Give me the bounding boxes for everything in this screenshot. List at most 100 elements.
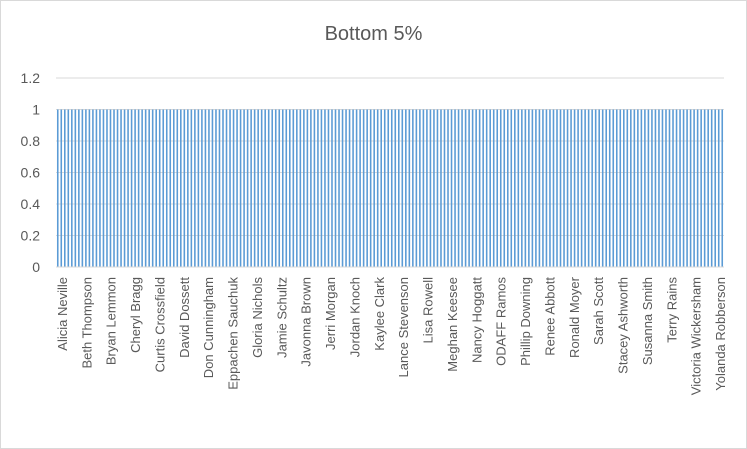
x-category-label: Susanna Smith (640, 277, 655, 365)
bar (594, 109, 597, 267)
x-category-label: Terry Rains (664, 277, 679, 343)
bar (341, 109, 344, 267)
bar (485, 109, 488, 267)
bar (668, 109, 671, 267)
bar (658, 109, 660, 267)
bar (369, 109, 372, 267)
bar (324, 109, 326, 267)
bar (271, 109, 274, 267)
bar (317, 109, 319, 267)
bar (475, 109, 477, 267)
bar (85, 109, 87, 267)
bar (535, 109, 537, 267)
bar (429, 109, 432, 267)
bar (454, 109, 456, 267)
bar (236, 109, 238, 267)
bar (155, 109, 157, 267)
bar (510, 109, 513, 267)
bar (106, 109, 108, 267)
bar (615, 109, 618, 267)
bar (362, 109, 365, 267)
bar (285, 109, 288, 267)
bar (682, 109, 685, 267)
bar (208, 109, 210, 267)
bar (134, 109, 136, 267)
bar (710, 109, 713, 267)
bar (415, 109, 418, 267)
bar (197, 109, 200, 267)
bar (331, 109, 333, 267)
bar (573, 109, 576, 267)
y-tick-label: 1.2 (21, 70, 41, 86)
x-category-label: Lisa Rowell (421, 277, 436, 344)
bar (598, 109, 600, 267)
bar (348, 109, 351, 267)
bar (380, 109, 382, 267)
bar (637, 109, 639, 267)
bar (246, 109, 249, 267)
bar (661, 109, 664, 267)
bar (531, 109, 534, 267)
bar (443, 109, 446, 267)
bar (693, 109, 695, 267)
bar (577, 109, 579, 267)
bar (559, 109, 562, 267)
bar (696, 109, 699, 267)
x-category-label: Bryan Lemmon (104, 277, 119, 365)
y-tick-label: 0.8 (21, 133, 41, 149)
bar (717, 109, 720, 267)
bar (601, 109, 604, 267)
x-category-label: Don Cunningham (201, 277, 216, 378)
bar (521, 109, 523, 267)
y-tick-labels: 0 0.2 0.4 0.6 0.8 1 1.2 (21, 70, 41, 275)
bar (260, 109, 263, 267)
bar (162, 109, 165, 267)
x-category-label: Kaylee Clark (372, 277, 387, 351)
bar (549, 109, 551, 267)
bar (215, 109, 217, 267)
bar (552, 109, 555, 267)
x-category-label: ODAFF Ramos (494, 277, 509, 366)
x-category-label: Renee Abbott (542, 277, 557, 356)
bar (78, 109, 80, 267)
bar (640, 109, 643, 267)
bar (689, 109, 692, 267)
bar (229, 109, 231, 267)
bar (172, 109, 175, 267)
bar (130, 109, 133, 267)
bar (492, 109, 495, 267)
bar (267, 109, 270, 267)
x-category-label: Meghan Keesee (445, 277, 460, 372)
bar (123, 109, 126, 267)
bar (489, 109, 491, 267)
bar (373, 109, 375, 267)
bar (292, 109, 295, 267)
x-category-label: Jerri Morgan (323, 277, 338, 350)
bar (524, 109, 527, 267)
x-category-label: David Dossett (177, 277, 192, 358)
bar (464, 109, 467, 267)
bar (419, 109, 421, 267)
bar (296, 109, 298, 267)
bar (306, 109, 309, 267)
x-category-label: Eppachen Sauchuk (226, 277, 241, 390)
x-category-label: Beth Thompson (79, 277, 94, 369)
y-tick-label: 0.6 (21, 165, 41, 181)
bar (440, 109, 442, 267)
bar (56, 109, 59, 267)
bar (109, 109, 112, 267)
bar (408, 109, 411, 267)
bar (563, 109, 565, 267)
bar (352, 109, 354, 267)
bar (253, 109, 256, 267)
bar (313, 109, 316, 267)
x-category-label: Victoria Wickersham (689, 277, 704, 395)
bar (338, 109, 340, 267)
bar (264, 109, 266, 267)
bar (345, 109, 347, 267)
bar (672, 109, 674, 267)
bar (608, 109, 611, 267)
bar (612, 109, 615, 267)
bar (113, 109, 115, 267)
